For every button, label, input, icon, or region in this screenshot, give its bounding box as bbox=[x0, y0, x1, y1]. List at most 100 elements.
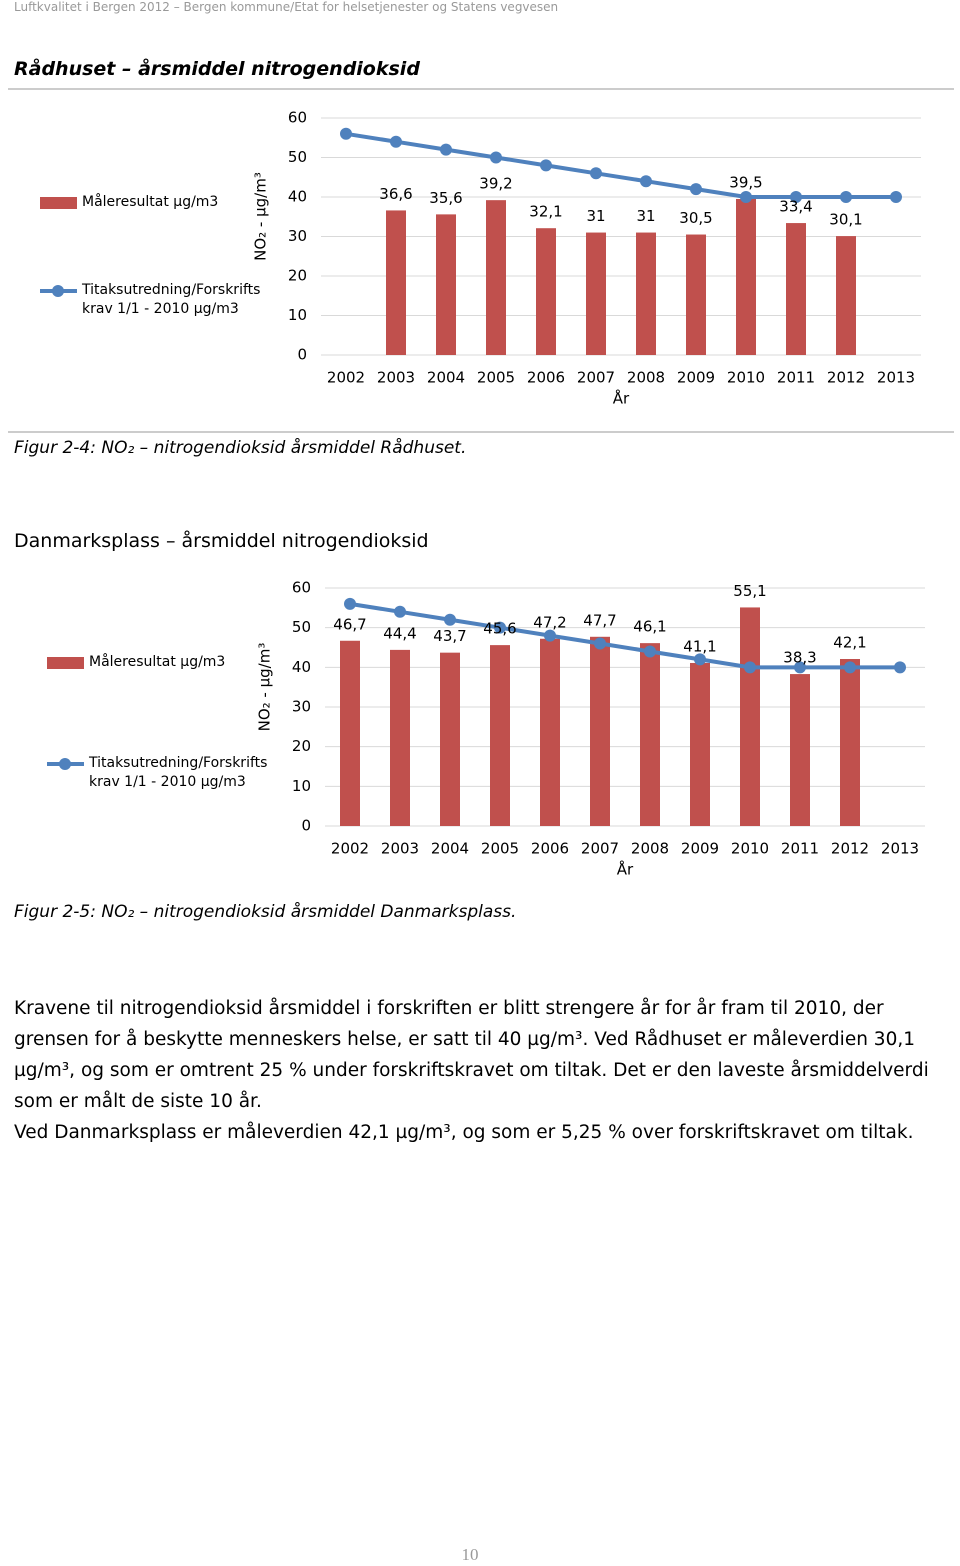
legend-entry: Titaksutredning/Forskrifts krav 1/1 - 20… bbox=[47, 754, 277, 792]
x-tick-label: 2007 bbox=[581, 840, 619, 858]
chart-title: Rådhuset – årsmiddel nitrogendioksid bbox=[14, 58, 420, 80]
paragraph: Ved Danmarksplass er måleverdien 42,1 µg… bbox=[14, 1122, 914, 1143]
line-marker bbox=[844, 661, 856, 674]
data-label: 41,1 bbox=[683, 637, 716, 655]
bar bbox=[386, 210, 406, 355]
bar bbox=[390, 649, 410, 826]
line-marker bbox=[444, 613, 456, 626]
legend-label: Måleresultat µg/m3 bbox=[89, 654, 226, 670]
caption: Figur 2-4: NO₂ – nitrogendioksid årsmidd… bbox=[14, 438, 467, 458]
y-tick-label: 40 bbox=[288, 188, 307, 206]
line-marker bbox=[394, 605, 406, 618]
y-axis-label: NO₂ - µg/m³ bbox=[256, 643, 274, 732]
x-tick-label: 2010 bbox=[731, 840, 769, 858]
y-tick-label: 20 bbox=[292, 737, 311, 755]
line-marker bbox=[590, 167, 602, 180]
y-tick-label: 60 bbox=[292, 579, 311, 597]
line-marker bbox=[540, 159, 552, 172]
legend-entry: Måleresultat µg/m3 bbox=[40, 193, 270, 212]
legend-label: Måleresultat µg/m3 bbox=[82, 194, 219, 210]
bar bbox=[786, 223, 806, 355]
bar bbox=[536, 228, 556, 355]
rule bbox=[8, 431, 954, 433]
x-tick-label: 2004 bbox=[431, 840, 469, 858]
line bbox=[349, 601, 900, 670]
legend-entry: Måleresultat µg/m3 bbox=[47, 653, 277, 672]
bar bbox=[686, 234, 706, 355]
legend-swatch bbox=[40, 196, 77, 209]
line-marker bbox=[544, 629, 556, 642]
bar bbox=[690, 662, 710, 826]
bar bbox=[640, 643, 660, 826]
x-tick-label: 2007 bbox=[577, 369, 615, 387]
paragraph: Kravene til nitrogendioksid årsmiddel i … bbox=[14, 998, 929, 1112]
rule bbox=[8, 88, 954, 90]
line-marker bbox=[740, 191, 752, 203]
data-label: 45,6 bbox=[483, 620, 516, 638]
y-tick-label: 40 bbox=[292, 658, 311, 676]
x-tick-label: 2009 bbox=[681, 840, 719, 858]
data-label: 47,2 bbox=[533, 613, 566, 631]
bar bbox=[540, 638, 560, 826]
data-label: 31 bbox=[636, 207, 655, 225]
x-tick-label: 2004 bbox=[427, 369, 465, 387]
line-marker bbox=[340, 127, 352, 140]
legend-swatch bbox=[40, 285, 77, 297]
page-number: 10 bbox=[461, 1545, 479, 1564]
line-marker bbox=[390, 135, 402, 148]
data-label: 42,1 bbox=[833, 634, 866, 652]
bar bbox=[436, 214, 456, 355]
data-label: 36,6 bbox=[379, 185, 412, 203]
caption: Figur 2-5: NO₂ – nitrogendioksid årsmidd… bbox=[14, 902, 517, 922]
line-marker bbox=[594, 637, 606, 650]
line bbox=[345, 131, 896, 199]
data-label: 32,1 bbox=[529, 203, 562, 221]
x-tick-label: 2008 bbox=[627, 369, 665, 387]
data-label: 38,3 bbox=[783, 649, 816, 667]
y-tick-label: 0 bbox=[297, 346, 307, 364]
bar bbox=[440, 652, 460, 826]
x-tick-label: 2008 bbox=[631, 840, 669, 858]
y-axis-label: NO₂ - µg/m³ bbox=[252, 172, 270, 261]
x-tick-label: 2003 bbox=[377, 369, 415, 387]
x-tick-label: 2011 bbox=[777, 369, 815, 387]
legend-label: Titaksutredning/Forskrifts krav 1/1 - 20… bbox=[82, 282, 261, 317]
x-tick-label: 2005 bbox=[481, 840, 519, 858]
x-tick-label: 2006 bbox=[531, 840, 569, 858]
bar bbox=[736, 198, 756, 355]
line-marker bbox=[640, 175, 652, 188]
data-label: 30,1 bbox=[829, 211, 862, 229]
line-marker bbox=[344, 597, 356, 610]
y-tick-label: 30 bbox=[292, 698, 311, 716]
line-marker bbox=[494, 621, 506, 634]
bar bbox=[586, 232, 606, 355]
x-tick-label: 2013 bbox=[881, 840, 919, 858]
line-marker bbox=[690, 183, 702, 196]
bar bbox=[490, 645, 510, 826]
x-tick-label: 2002 bbox=[331, 840, 369, 858]
x-tick-label: 2009 bbox=[677, 369, 715, 387]
bar bbox=[486, 200, 506, 355]
x-tick-label: 2013 bbox=[877, 369, 915, 387]
y-tick-label: 30 bbox=[288, 227, 307, 245]
line-marker bbox=[644, 645, 656, 658]
data-label: 39,5 bbox=[729, 173, 762, 191]
x-tick-label: 2010 bbox=[727, 369, 765, 387]
line-marker bbox=[794, 661, 806, 674]
bar bbox=[790, 674, 810, 826]
bar bbox=[840, 659, 860, 826]
x-tick-label: 2012 bbox=[827, 369, 865, 387]
header: Luftkvalitet i Bergen 2012 – Bergen komm… bbox=[14, 0, 559, 14]
bar bbox=[590, 636, 610, 826]
x-tick-label: 2005 bbox=[477, 369, 515, 387]
data-label: 30,5 bbox=[679, 209, 712, 227]
legend-marker bbox=[52, 285, 64, 297]
data-label: 46,1 bbox=[633, 618, 666, 636]
data-label: 47,7 bbox=[583, 611, 616, 629]
y-tick-label: 10 bbox=[288, 306, 307, 324]
line-marker bbox=[744, 661, 756, 674]
x-tick-label: 2006 bbox=[527, 369, 565, 387]
data-label: 43,7 bbox=[433, 627, 466, 645]
